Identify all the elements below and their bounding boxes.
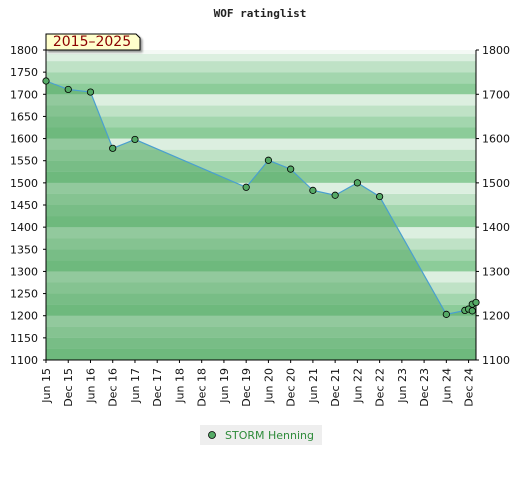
background-band: [46, 50, 476, 62]
x-tick-label: Jun 17: [129, 368, 142, 404]
x-tick-label: Jun 16: [84, 368, 97, 404]
background-band: [46, 61, 476, 73]
y-tick-label: 1800: [482, 44, 510, 57]
x-tick-label: Jun 20: [262, 368, 275, 404]
y-tick-label: 1300: [482, 265, 510, 278]
y-tick-label: 1550: [10, 155, 38, 168]
background-band: [46, 94, 476, 106]
y-tick-label: 1250: [10, 288, 38, 301]
background-band: [46, 83, 476, 95]
background-band: [46, 160, 476, 172]
background-band: [46, 127, 476, 139]
y-tick-label: 1350: [10, 243, 38, 256]
data-point: [242, 183, 250, 191]
data-point: [64, 85, 72, 94]
y-axis-left-ticks: 1100 1150 1200 1250 1300 1350 1400 1450 1500 1550…: [10, 44, 46, 367]
area-fill: [46, 81, 476, 360]
background-band: [46, 116, 476, 128]
y-tick-label: 1450: [10, 199, 38, 212]
x-tick-label: Jun 23: [396, 368, 409, 404]
x-tick-label: Dec 15: [62, 368, 75, 407]
x-tick-label: Dec 20: [285, 368, 298, 407]
period-badge: [45, 33, 141, 51]
y-tick-label: 1600: [10, 133, 38, 146]
series-area: [46, 81, 476, 360]
data-point: [353, 179, 361, 187]
data-point: [109, 144, 117, 152]
data-point: [376, 192, 384, 201]
chart-title: WOF ratinglist: [214, 7, 307, 20]
y-tick-label: 1750: [10, 66, 38, 79]
legend-marker: [208, 431, 216, 439]
x-tick-label: Jun 22: [351, 368, 364, 404]
y-tick-label: 1300: [10, 265, 38, 278]
x-tick-label: Dec 17: [151, 368, 164, 407]
x-tick-label: Dec 16: [107, 368, 120, 407]
x-tick-label: Dec 19: [240, 368, 253, 407]
y-axis-right-ticks: 1100 1200 1300 1400 1500 1600 1700 1800: [476, 44, 510, 367]
background-band: [46, 105, 476, 117]
y-tick-label: 1800: [10, 44, 38, 57]
data-point: [309, 186, 317, 194]
x-tick-label: Dec 22: [374, 368, 387, 407]
background-band: [46, 50, 476, 54]
y-tick-label: 1150: [10, 332, 38, 345]
series-points: [42, 77, 480, 318]
data-point: [42, 77, 50, 85]
y-tick-label: 1600: [482, 133, 510, 146]
background-band: [46, 72, 476, 84]
y-tick-label: 1500: [10, 177, 38, 190]
x-tick-label: Jun 24: [440, 368, 453, 404]
y-tick-label: 1200: [482, 310, 510, 323]
y-tick-label: 1400: [482, 221, 510, 234]
background-band: [46, 149, 476, 161]
y-tick-label: 1200: [10, 310, 38, 323]
data-point: [331, 191, 339, 199]
data-point: [442, 310, 450, 318]
y-tick-label: 1650: [10, 110, 38, 123]
data-point: [264, 156, 273, 164]
x-tick-label: Dec 23: [418, 368, 431, 407]
x-tick-label: Jun 15: [40, 368, 53, 404]
data-point: [472, 298, 480, 307]
x-tick-label: Dec 24: [463, 368, 476, 407]
x-tick-label: Dec 18: [196, 368, 209, 407]
data-point: [131, 135, 139, 144]
x-tick-label: Dec 21: [329, 368, 342, 407]
y-tick-label: 1400: [10, 221, 38, 234]
x-tick-label: Jun 19: [218, 368, 231, 404]
data-point: [468, 307, 476, 315]
period-badge-text: 2015–2025: [53, 34, 131, 50]
y-tick-label: 1500: [482, 177, 510, 190]
y-tick-label: 1100: [10, 354, 38, 367]
background-band: [46, 138, 476, 150]
legend-label: STORM Henning: [225, 429, 314, 442]
y-tick-label: 1100: [482, 354, 510, 367]
x-tick-label: Jun 18: [173, 368, 186, 404]
data-point: [287, 165, 295, 173]
x-tick-label: Jun 21: [307, 368, 320, 404]
y-tick-label: 1700: [10, 88, 38, 101]
data-point: [86, 88, 95, 96]
x-axis-ticks: Jun 15 Dec 15 Jun 16 Dec 16 Jun 17 Dec 17 Jun …: [40, 360, 476, 407]
y-tick-label: 1700: [482, 88, 510, 101]
legend[interactable]: STORM Henning: [200, 425, 322, 445]
